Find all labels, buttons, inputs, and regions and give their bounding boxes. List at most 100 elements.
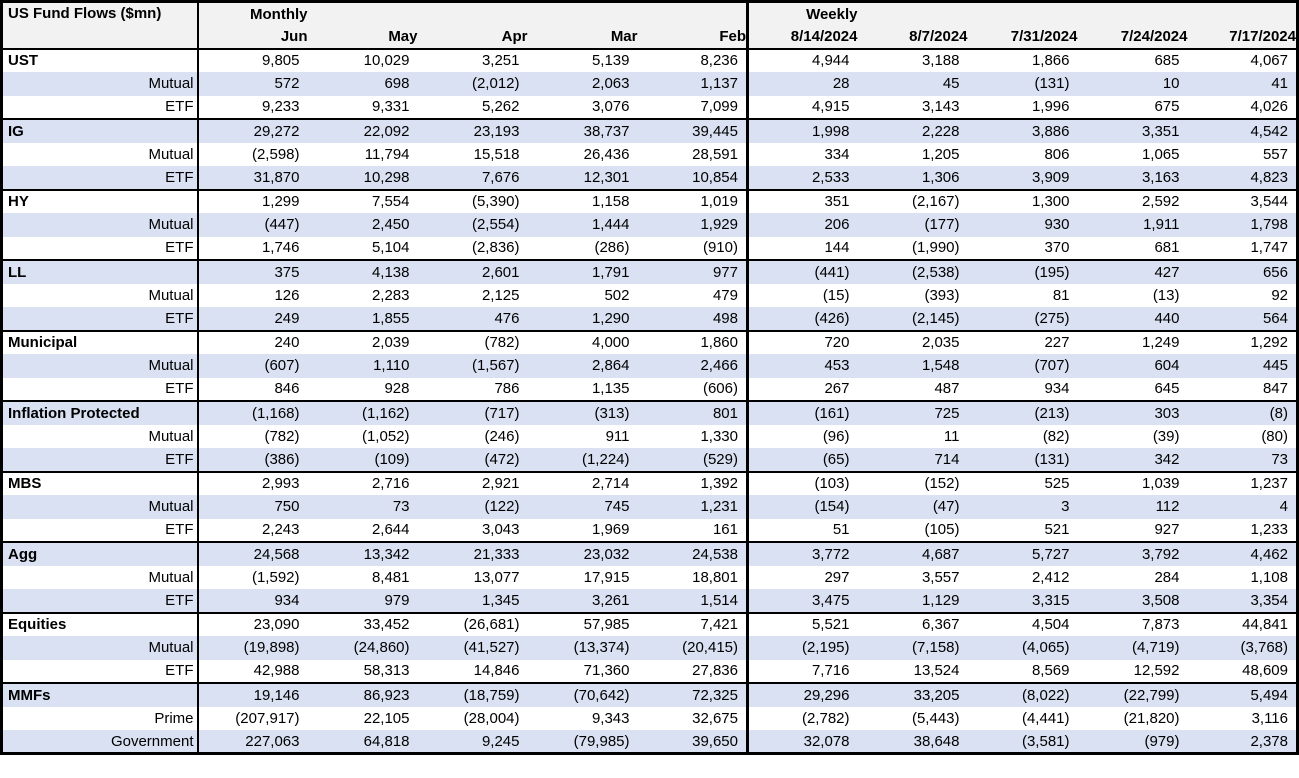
data-cell: 1,237	[1187, 470, 1298, 495]
row-label: ETF	[1, 307, 199, 331]
data-cell: (21,820)	[1123, 709, 1180, 727]
data-cell: 8,236	[637, 47, 749, 72]
data-cell: 4,067	[1187, 47, 1298, 72]
data-cell: 445	[1187, 354, 1298, 378]
data-cell: 23,090	[197, 611, 308, 636]
data-cell: 1,969	[591, 521, 630, 539]
data-cell: 675	[1154, 98, 1180, 116]
table-header: US Fund Flows ($mn) Monthly Weekly Jun Ma…	[1, 1, 1298, 49]
data-cell: 26,436	[583, 145, 630, 163]
table-row: UST 9,805 10,029 3,251 5,139 8,236 4,944 3,188 1…	[1, 47, 1298, 72]
data-cell: 10,298	[307, 166, 418, 190]
data-cell: 72,325	[637, 682, 749, 707]
data-cell: 1,345	[417, 589, 528, 613]
table-row: Mutual 750 73 (122) 745 1,231 (154) (47) 3 112 4	[1, 495, 1298, 519]
table-row: Mutual (1,592) 8,481 13,077 17,915 18,801 297 3…	[1, 565, 1298, 589]
data-cell: (195)	[967, 259, 1078, 284]
table-row: LL 375 4,138 2,601 1,791 977 (441) (2,538) (195)…	[1, 259, 1298, 284]
data-cell: 112	[1077, 495, 1188, 519]
data-cell: (1,567)	[417, 354, 528, 378]
data-cell: 685	[1077, 47, 1188, 72]
data-cell: 1,860	[637, 329, 749, 354]
data-cell: (4,065)	[967, 636, 1078, 660]
row-label: ETF	[1, 518, 199, 542]
data-cell: 33,452	[307, 611, 418, 636]
data-cell: 1,444	[527, 213, 638, 237]
row-label: ETF	[1, 589, 199, 613]
data-cell: 5,139	[527, 47, 638, 72]
data-cell: 3,475	[747, 589, 858, 613]
data-cell: 24,538	[637, 541, 749, 566]
data-cell: 22,105	[363, 709, 410, 727]
monthly-column-header: May	[307, 25, 418, 49]
row-label: Mutual	[1, 354, 199, 378]
data-cell: 1,249	[1077, 329, 1188, 354]
data-cell: 9,233	[261, 98, 300, 116]
data-cell: (2,782)	[801, 709, 850, 727]
data-cell: 427	[1077, 259, 1188, 284]
table-row: ETF 1,746 5,104 (2,836) (286) (910) 144 (1,990)…	[1, 236, 1298, 260]
data-cell: (2,012)	[417, 72, 528, 96]
data-cell: 31,870	[197, 166, 308, 190]
data-cell: 2,378	[1187, 730, 1298, 754]
data-cell: 334	[824, 145, 850, 163]
data-cell: 81	[1052, 286, 1070, 304]
header-spacer	[527, 1, 638, 25]
data-cell: 42,988	[253, 662, 300, 680]
table-row: Government 227,063 64,818 9,245 (79,985) 39,6…	[1, 730, 1298, 754]
data-cell: (286)	[594, 239, 630, 257]
group-label: MBS	[1, 470, 199, 495]
monthly-column-header: Mar	[527, 25, 638, 49]
data-cell: 1,929	[637, 213, 749, 237]
data-cell: 1,392	[637, 470, 749, 495]
data-cell: 2,533	[747, 166, 858, 190]
data-cell: 2,063	[527, 72, 638, 96]
group-label: Municipal	[1, 329, 199, 354]
data-cell: 144	[824, 239, 850, 257]
data-cell: 3,076	[591, 98, 630, 116]
data-cell: 1,300	[967, 188, 1078, 213]
data-cell: 3,188	[857, 47, 968, 72]
data-cell: 28	[747, 72, 858, 96]
table-row: ETF 934 979 1,345 3,261 1,514 3,475 1,129 3,315 3…	[1, 589, 1298, 613]
data-cell: 29,296	[747, 682, 858, 707]
data-cell: (313)	[527, 400, 638, 425]
weekly-column-header: 7/31/2024	[967, 25, 1078, 49]
data-cell: (22,799)	[1077, 682, 1188, 707]
table-row: HY 1,299 7,554 (5,390) 1,158 1,019 351 (2,167) 1…	[1, 188, 1298, 213]
data-cell: 24,568	[197, 541, 308, 566]
data-cell: 18,801	[637, 565, 749, 589]
data-cell: 3,886	[967, 118, 1078, 143]
data-cell: (275)	[967, 307, 1078, 331]
data-cell: 2,601	[417, 259, 528, 284]
data-cell: 64,818	[307, 730, 418, 754]
row-label: ETF	[1, 659, 199, 683]
table-row: Equities 23,090 33,452 (26,681) 57,985 7,421 5…	[1, 611, 1298, 636]
data-cell: 11,794	[364, 145, 410, 163]
data-cell: 3,508	[1077, 589, 1188, 613]
data-cell: (3,768)	[1187, 636, 1298, 660]
data-cell: 698	[307, 72, 418, 96]
data-cell: (2,554)	[417, 213, 528, 237]
data-cell: 297	[824, 568, 850, 586]
data-cell: 1,855	[307, 307, 418, 331]
data-cell: 476	[417, 307, 528, 331]
data-cell: 6,367	[857, 611, 968, 636]
data-cell: 29,272	[197, 118, 308, 143]
data-cell: 3,772	[747, 541, 858, 566]
data-cell: 1,514	[637, 589, 749, 613]
data-cell: 2,921	[417, 470, 528, 495]
data-cell: 714	[857, 448, 968, 472]
data-cell: 847	[1262, 380, 1288, 398]
data-cell: (70,642)	[527, 682, 638, 707]
data-cell: 1,108	[1250, 568, 1288, 586]
table-row: Mutual (447) 2,450 (2,554) 1,444 1,929 206 (177…	[1, 213, 1298, 237]
data-cell: 2,412	[1031, 568, 1070, 586]
data-cell: 1,290	[527, 307, 638, 331]
data-cell: 13,077	[473, 568, 520, 586]
data-cell: 4,687	[857, 541, 968, 566]
data-cell: 23,032	[527, 541, 638, 566]
data-cell: 342	[1077, 448, 1188, 472]
data-cell: 41	[1187, 72, 1298, 96]
data-cell: 45	[857, 72, 968, 96]
